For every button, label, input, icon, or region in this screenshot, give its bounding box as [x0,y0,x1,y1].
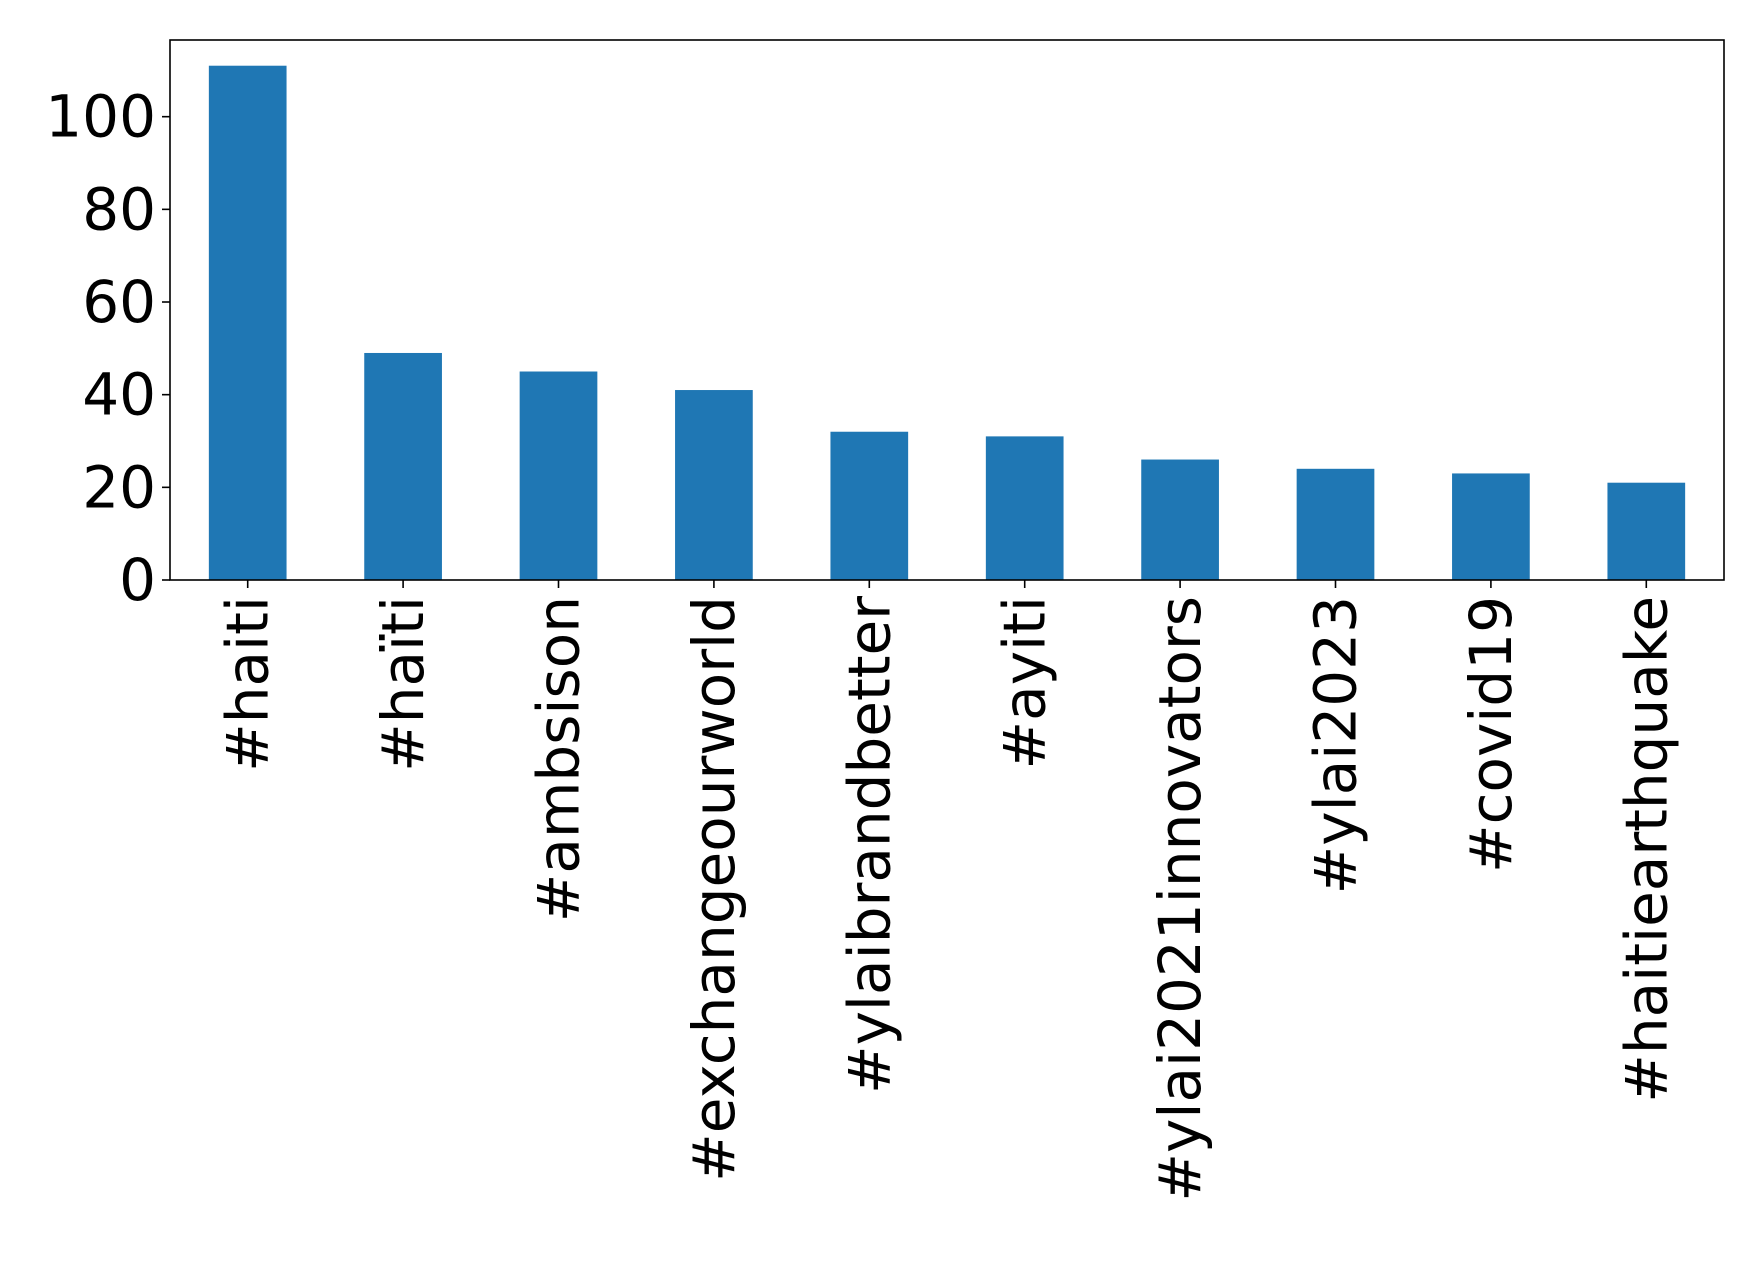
bars-group [208,65,1686,580]
x-tick-label-3: #ambsison [525,596,593,922]
x-tick-label-1: #haiti [214,596,282,772]
bar-8 [1296,468,1375,580]
y-tick-label-60: 60 [82,268,156,336]
y-tick-label-100: 100 [45,83,156,151]
bar-3 [519,371,598,580]
y-tick-label-40: 40 [82,361,156,429]
x-tick-label-9: #covid19 [1457,596,1525,873]
bar-9 [1452,473,1530,580]
bar-10 [1607,482,1686,580]
x-tick-label-5: #ylaibrandbetter [835,596,903,1094]
bar-4 [675,390,753,580]
y-tick-label-0: 0 [119,546,156,614]
bar-1 [208,65,287,580]
x-tick-label-7: #ylai2021innovators [1146,596,1214,1202]
x-axis: #haiti #haïti #ambsison #exchangeourworld #y… [214,580,1680,1202]
plot-frame [169,39,1725,581]
x-tick-label-10: #haitiearthquake [1612,596,1680,1103]
bar-5 [830,431,909,580]
x-tick-label-2: #haïti [369,596,437,772]
x-tick-label-4: #exchangeourworld [680,596,748,1182]
bar-2 [364,352,442,580]
bar-6 [985,436,1064,580]
x-tick-label-8: #ylai2023 [1302,596,1370,894]
bar-7 [1141,459,1219,580]
x-tick-label-6: #ayiti [991,596,1059,769]
y-tick-label-20: 20 [82,453,156,521]
y-tick-label-80: 80 [82,175,156,243]
y-axis: 0 20 40 60 80 100 [45,83,170,614]
